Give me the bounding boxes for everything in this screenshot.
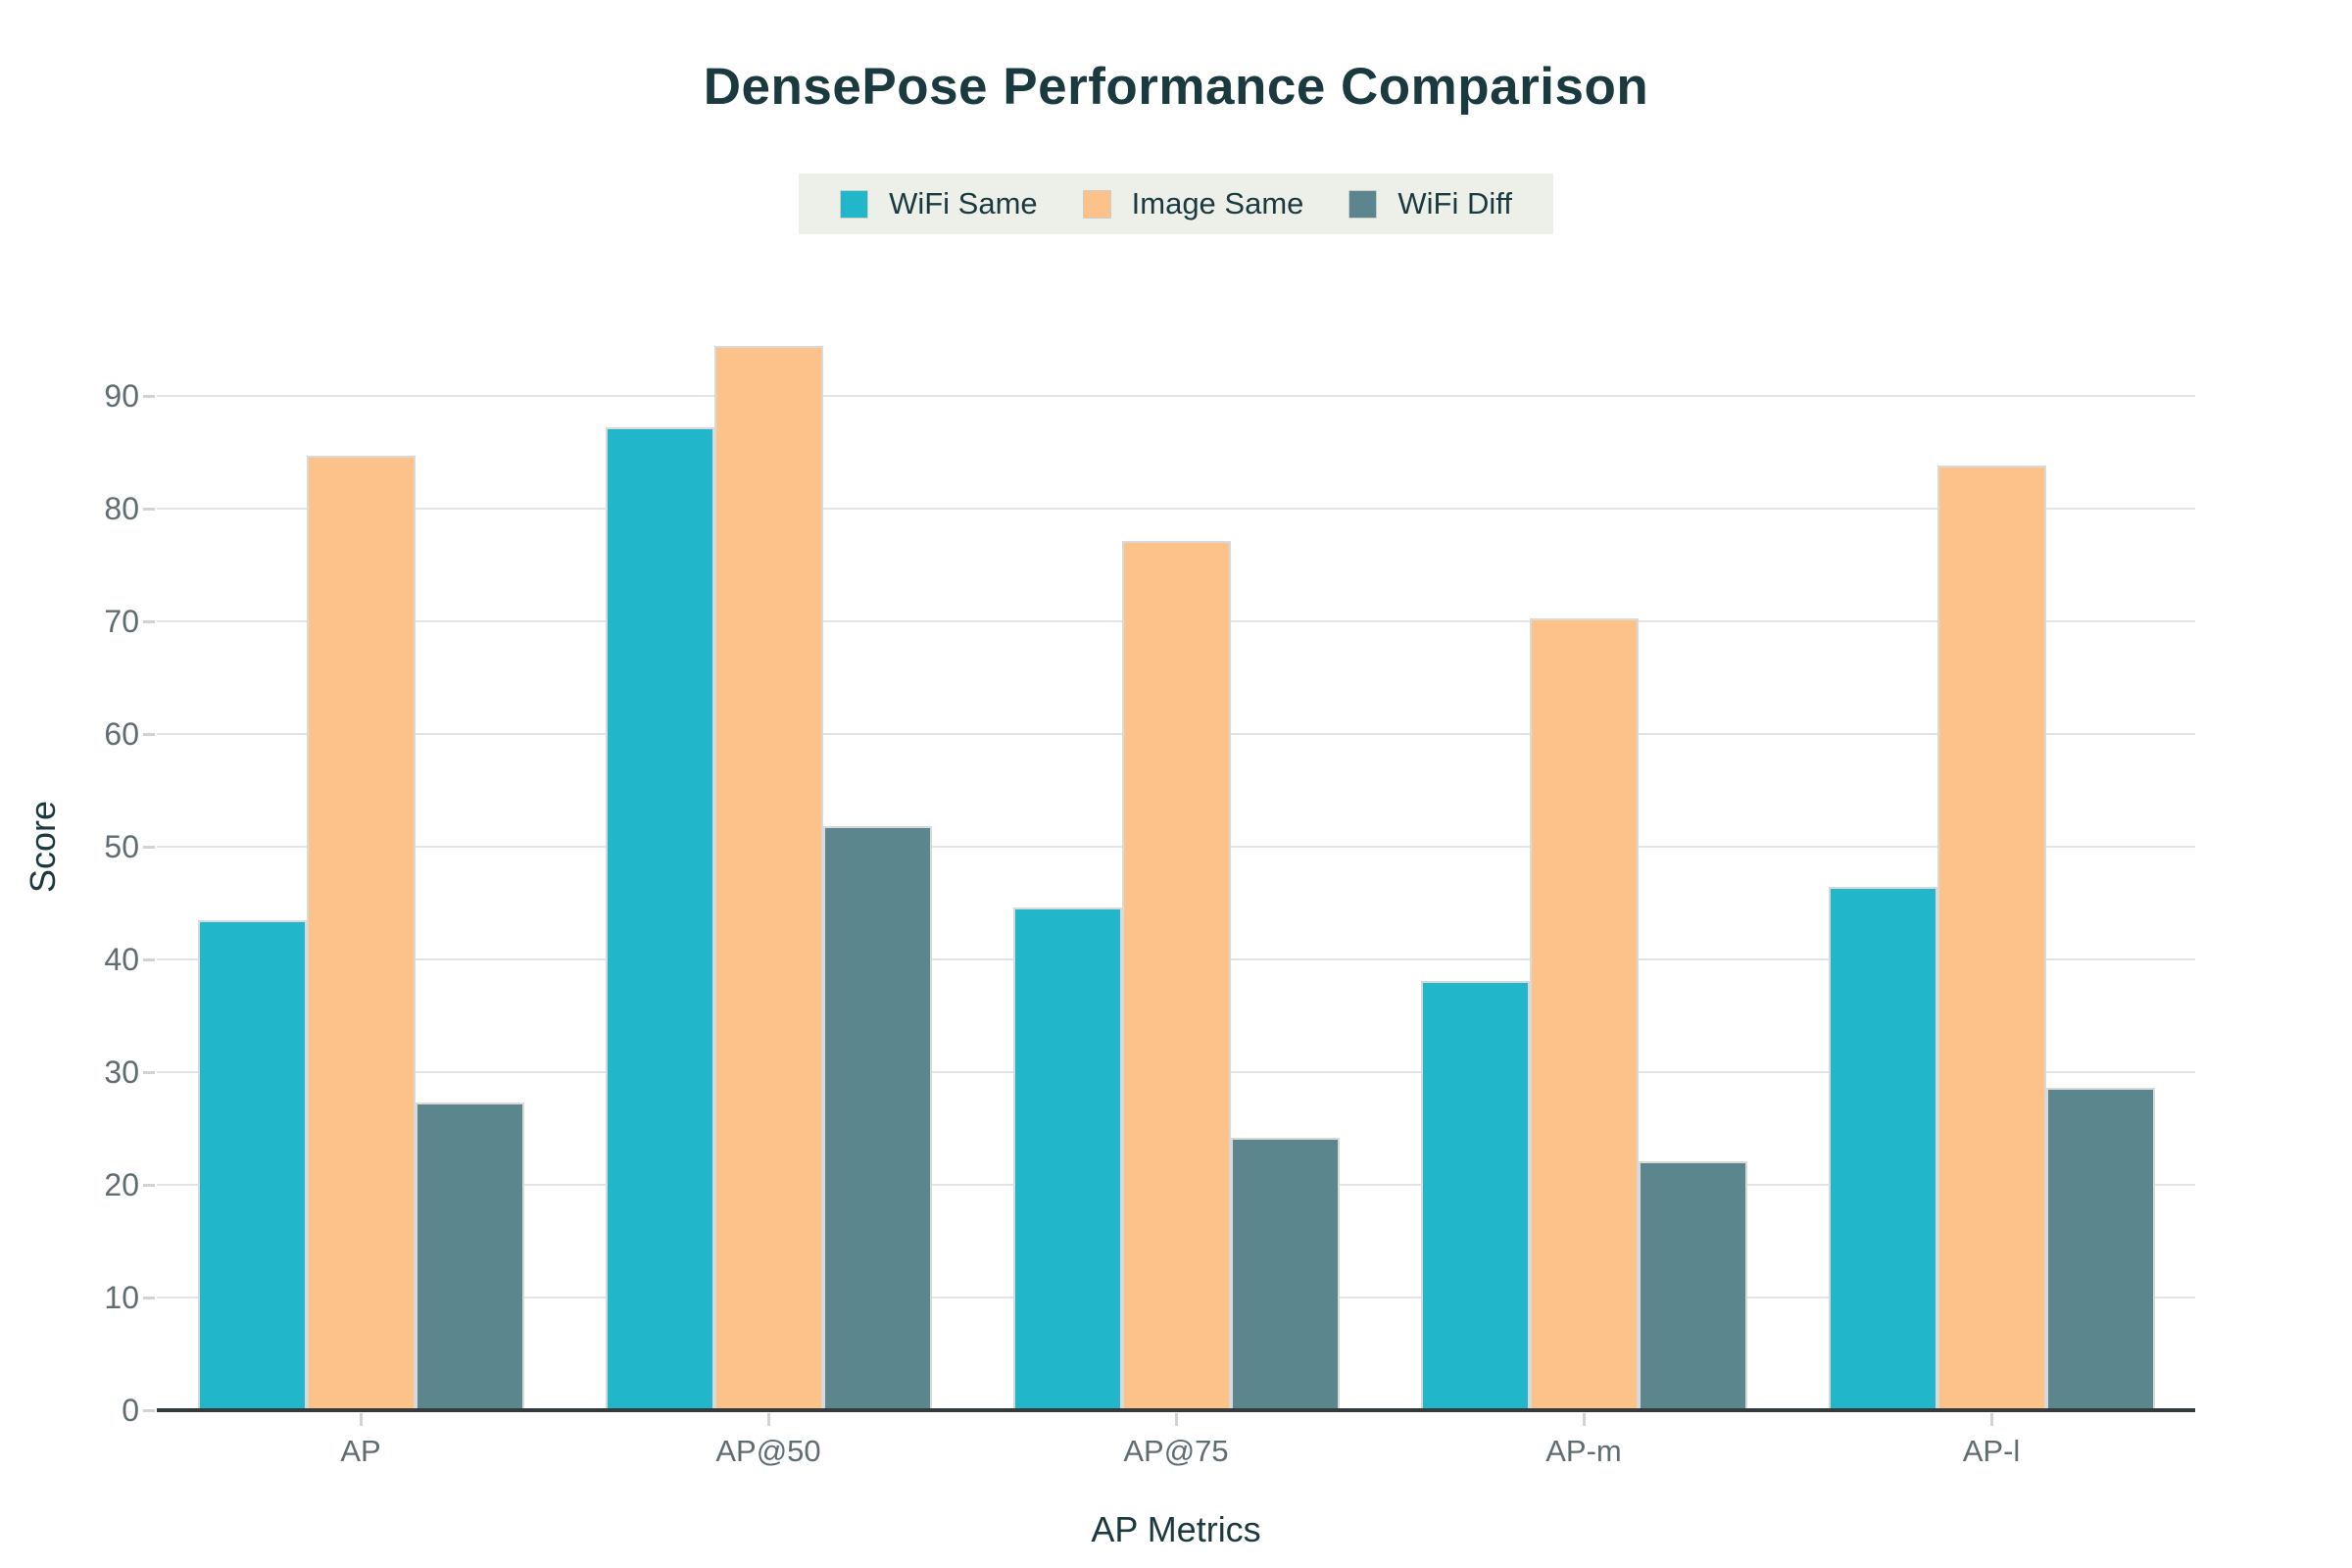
y-tick-label-20: 20 xyxy=(104,1167,139,1202)
y-tick-80 xyxy=(143,507,155,511)
y-tick-30 xyxy=(143,1070,155,1074)
x-tick-ap-l xyxy=(1989,1413,1993,1426)
bar-image-same-ap@50 xyxy=(713,346,823,1410)
y-tick-60 xyxy=(143,732,155,736)
y-tick-label-30: 30 xyxy=(104,1054,139,1090)
bar-image-same-ap-l xyxy=(1936,466,2046,1410)
bar-image-same-ap-m xyxy=(1529,617,1639,1410)
x-tick-label-ap-m: AP-m xyxy=(1545,1434,1622,1468)
x-tick-label-ap-l: AP-l xyxy=(1962,1434,2021,1468)
y-tick-label-60: 60 xyxy=(104,716,139,752)
bar-wifi-diff-ap-m xyxy=(1638,1160,1747,1410)
bar-wifi-diff-ap@75 xyxy=(1230,1137,1340,1410)
bar-wifi-diff-ap xyxy=(415,1102,524,1410)
bar-wifi-same-ap-l xyxy=(1828,887,1937,1410)
x-tick-label-ap@75: AP@75 xyxy=(1123,1434,1229,1468)
y-tick-label-40: 40 xyxy=(104,942,139,977)
chart-title: DensePose Performance Comparison xyxy=(703,58,1649,116)
y-tick-0 xyxy=(143,1408,155,1412)
x-axis-title: AP Metrics xyxy=(1091,1509,1261,1549)
bar-wifi-same-ap xyxy=(197,919,307,1410)
y-tick-label-70: 70 xyxy=(104,604,139,639)
y-tick-70 xyxy=(143,619,155,623)
legend-wrap: WiFi Same Image Same WiFi Diff xyxy=(0,173,2352,234)
y-tick-label-0: 0 xyxy=(122,1393,139,1428)
bar-wifi-diff-ap@50 xyxy=(822,826,932,1410)
bar-wifi-diff-ap-l xyxy=(2045,1088,2155,1410)
x-tick-ap@50 xyxy=(766,1413,770,1426)
x-tick-label-ap: AP xyxy=(340,1434,381,1468)
x-tick-ap xyxy=(359,1413,363,1426)
y-tick-label-90: 90 xyxy=(104,378,139,414)
y-tick-90 xyxy=(143,394,155,398)
legend-swatch-icon xyxy=(1082,189,1111,219)
legend-label: WiFi Same xyxy=(889,186,1038,220)
legend-swatch-icon xyxy=(840,189,869,219)
x-axis-line xyxy=(157,1408,2195,1412)
bar-image-same-ap@75 xyxy=(1121,541,1231,1410)
y-tick-label-50: 50 xyxy=(104,829,139,864)
x-tick-label-ap@50: AP@50 xyxy=(715,1434,821,1468)
legend-label: Image Same xyxy=(1131,186,1304,220)
y-tick-20 xyxy=(143,1183,155,1187)
legend-swatch-icon xyxy=(1348,189,1378,219)
y-tick-label-10: 10 xyxy=(104,1280,139,1315)
bar-wifi-same-ap@50 xyxy=(605,427,714,1410)
gridline-80 xyxy=(157,508,2195,510)
legend-item-image-same: Image Same xyxy=(1082,186,1304,221)
x-tick-ap@75 xyxy=(1174,1413,1178,1426)
legend: WiFi Same Image Same WiFi Diff xyxy=(799,173,1553,234)
y-tick-10 xyxy=(143,1296,155,1299)
plot-area xyxy=(157,283,2195,1412)
legend-item-wifi-diff: WiFi Diff xyxy=(1348,186,1512,221)
legend-item-wifi-same: WiFi Same xyxy=(840,186,1038,221)
y-tick-40 xyxy=(143,957,155,961)
x-tick-ap-m xyxy=(1582,1413,1586,1426)
legend-label: WiFi Diff xyxy=(1397,186,1512,220)
y-tick-label-80: 80 xyxy=(104,491,139,526)
bar-wifi-same-ap@75 xyxy=(1012,907,1122,1410)
bar-wifi-same-ap-m xyxy=(1420,980,1530,1410)
gridline-90 xyxy=(157,395,2195,397)
bar-image-same-ap xyxy=(306,455,416,1410)
y-tick-50 xyxy=(143,845,155,849)
